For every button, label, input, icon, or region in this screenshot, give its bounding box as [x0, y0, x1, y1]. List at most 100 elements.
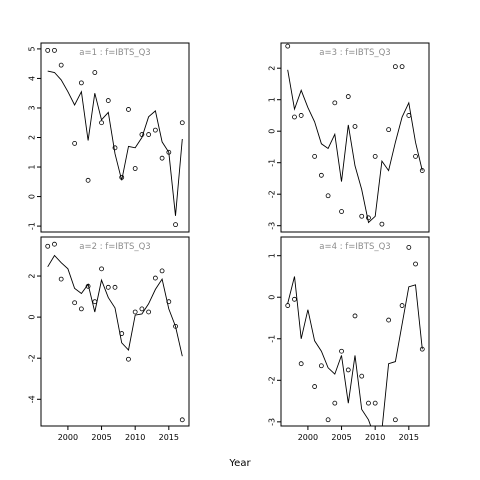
observation-point	[166, 299, 172, 305]
observation-point	[345, 367, 351, 373]
observation-point	[58, 62, 64, 68]
y-tick-label: 1	[268, 97, 277, 102]
y-tick-label: 2	[28, 273, 37, 278]
y-tick-label: 0	[28, 315, 37, 320]
y-tick-label: -2	[268, 376, 277, 384]
x-tick-label: 2015	[399, 433, 419, 442]
observation-point	[92, 70, 98, 75]
plot-frame	[280, 236, 430, 427]
x-tick-label: 2005	[91, 433, 111, 442]
panel-1: a=1 : f=IBTS_Q3 -1 0 1 2 3 4 5	[28, 42, 190, 233]
fitted-line	[47, 254, 183, 357]
observation-point	[406, 244, 412, 250]
observation-point	[139, 132, 145, 137]
y-tick-label: 1	[28, 164, 37, 169]
y-tick-label: 3	[28, 105, 37, 110]
panel-2: a=3 : f=IBTS_Q3 -3 -2 -1 0 1 2	[268, 42, 430, 233]
observation-point	[105, 98, 111, 103]
fitted-line	[287, 69, 423, 224]
observation-point	[85, 283, 91, 289]
panel-title: a=2 : f=IBTS_Q3	[79, 242, 150, 252]
observation-point	[419, 168, 425, 173]
observation-point	[399, 303, 405, 308]
observation-point	[179, 120, 185, 126]
observation-point	[372, 400, 378, 406]
y-tick-label: -4	[28, 395, 37, 403]
y-tick-label: -1	[268, 335, 277, 343]
observation-point	[392, 64, 398, 70]
observation-point	[126, 107, 131, 112]
observation-point	[292, 296, 297, 302]
observation-point	[339, 209, 344, 214]
observation-point	[112, 145, 118, 151]
panel-4: a=4 : f=IBTS_Q3 -3 -2 -1 0 1 2000 2005 2010 2015	[268, 236, 430, 442]
observation-point	[78, 306, 84, 312]
y-tick-label: 0	[28, 194, 37, 199]
observation-point	[132, 166, 138, 171]
observation-point	[126, 356, 131, 362]
x-tick-label: 2000	[298, 433, 318, 442]
observation-point	[58, 276, 64, 282]
y-tick-label: -2	[268, 190, 277, 198]
observation-point	[359, 213, 365, 219]
observation-point	[159, 155, 165, 161]
y-tick-label: -2	[28, 354, 37, 362]
observation-point	[139, 306, 145, 312]
x-tick-label: 2015	[159, 433, 179, 442]
observation-point	[332, 100, 338, 106]
observation-point	[146, 309, 152, 315]
observation-point	[119, 174, 125, 180]
observation-point	[312, 384, 318, 389]
observation-point	[298, 113, 304, 118]
observation-point	[372, 153, 378, 159]
observation-point	[379, 221, 385, 227]
observation-point	[352, 313, 358, 319]
fitted-line	[287, 276, 423, 426]
panel-title: a=1 : f=IBTS_Q3	[79, 48, 150, 58]
observation-point	[92, 299, 98, 305]
observation-point	[166, 149, 172, 155]
x-tick-label: 2010	[125, 433, 145, 442]
x-tick-label: 2010	[365, 433, 385, 442]
observation-point	[413, 261, 418, 267]
observation-point	[173, 222, 178, 228]
observation-point	[292, 114, 297, 120]
y-tick-label: -3	[268, 418, 277, 426]
observation-point	[112, 284, 118, 290]
y-tick-label: -1	[268, 159, 277, 167]
observation-point	[399, 64, 405, 70]
observation-point	[159, 268, 165, 274]
plot-frame	[280, 42, 430, 233]
observation-point	[386, 127, 392, 133]
observation-point	[119, 331, 125, 336]
observation-point	[366, 400, 371, 406]
y-tick-label: 0	[268, 295, 277, 300]
panel-title: a=3 : f=IBTS_Q3	[319, 48, 390, 58]
observation-point	[179, 417, 185, 423]
observation-point	[52, 47, 57, 53]
observation-point	[146, 132, 152, 137]
observation-point	[285, 43, 291, 49]
observation-point	[78, 80, 84, 86]
observation-point	[298, 361, 304, 367]
observation-point	[352, 124, 358, 129]
observation-point	[105, 284, 111, 290]
observation-point	[312, 153, 318, 159]
observation-point	[325, 417, 331, 423]
observation-point	[152, 275, 158, 281]
observation-point	[413, 153, 418, 159]
observation-point	[72, 300, 78, 306]
y-tick-label: 2	[28, 135, 37, 140]
plot-frame	[40, 236, 190, 427]
fitted-line	[47, 70, 183, 216]
observation-point	[366, 215, 371, 221]
observation-point	[85, 177, 91, 183]
plot-frame	[40, 42, 190, 233]
observation-point	[45, 243, 51, 249]
y-tick-label: -3	[268, 222, 277, 230]
observation-point	[99, 266, 104, 272]
observation-point	[339, 348, 344, 354]
observation-point	[45, 47, 51, 53]
observation-point	[406, 113, 412, 118]
